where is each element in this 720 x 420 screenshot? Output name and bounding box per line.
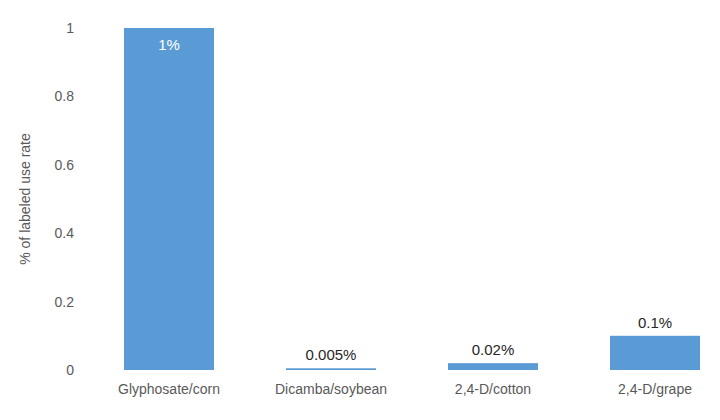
- x-tick-label: Dicamba/soybean: [275, 381, 387, 397]
- chart-svg: 0 0.2 0.4 0.6 0.8 1 % of labeled use rate Glyph…: [0, 0, 720, 420]
- bar: [610, 336, 700, 370]
- data-label: 0.02%: [472, 341, 515, 358]
- y-tick-label: 0.6: [55, 157, 75, 173]
- bar: [286, 368, 376, 370]
- x-tick-label: Glyphosate/corn: [118, 381, 220, 397]
- chart-container: 0 0.2 0.4 0.6 0.8 1 % of labeled use rate Glyph…: [0, 0, 720, 420]
- y-tick-label: 0.8: [55, 88, 75, 104]
- x-tick-label: 2,4-D/cotton: [455, 381, 531, 397]
- data-label: 0.1%: [638, 314, 672, 331]
- bar: [448, 363, 538, 370]
- bar: [124, 28, 214, 370]
- data-label: 1%: [158, 36, 180, 53]
- x-tick-label: 2,4-D/grape: [618, 381, 692, 397]
- data-label: 0.005%: [306, 346, 357, 363]
- y-tick-label: 1: [66, 20, 74, 36]
- y-tick-label: 0.2: [55, 294, 75, 310]
- y-tick-label: 0: [66, 362, 74, 378]
- y-tick-label: 0.4: [55, 225, 75, 241]
- y-axis-label: % of labeled use rate: [17, 133, 33, 265]
- bars: [124, 28, 700, 370]
